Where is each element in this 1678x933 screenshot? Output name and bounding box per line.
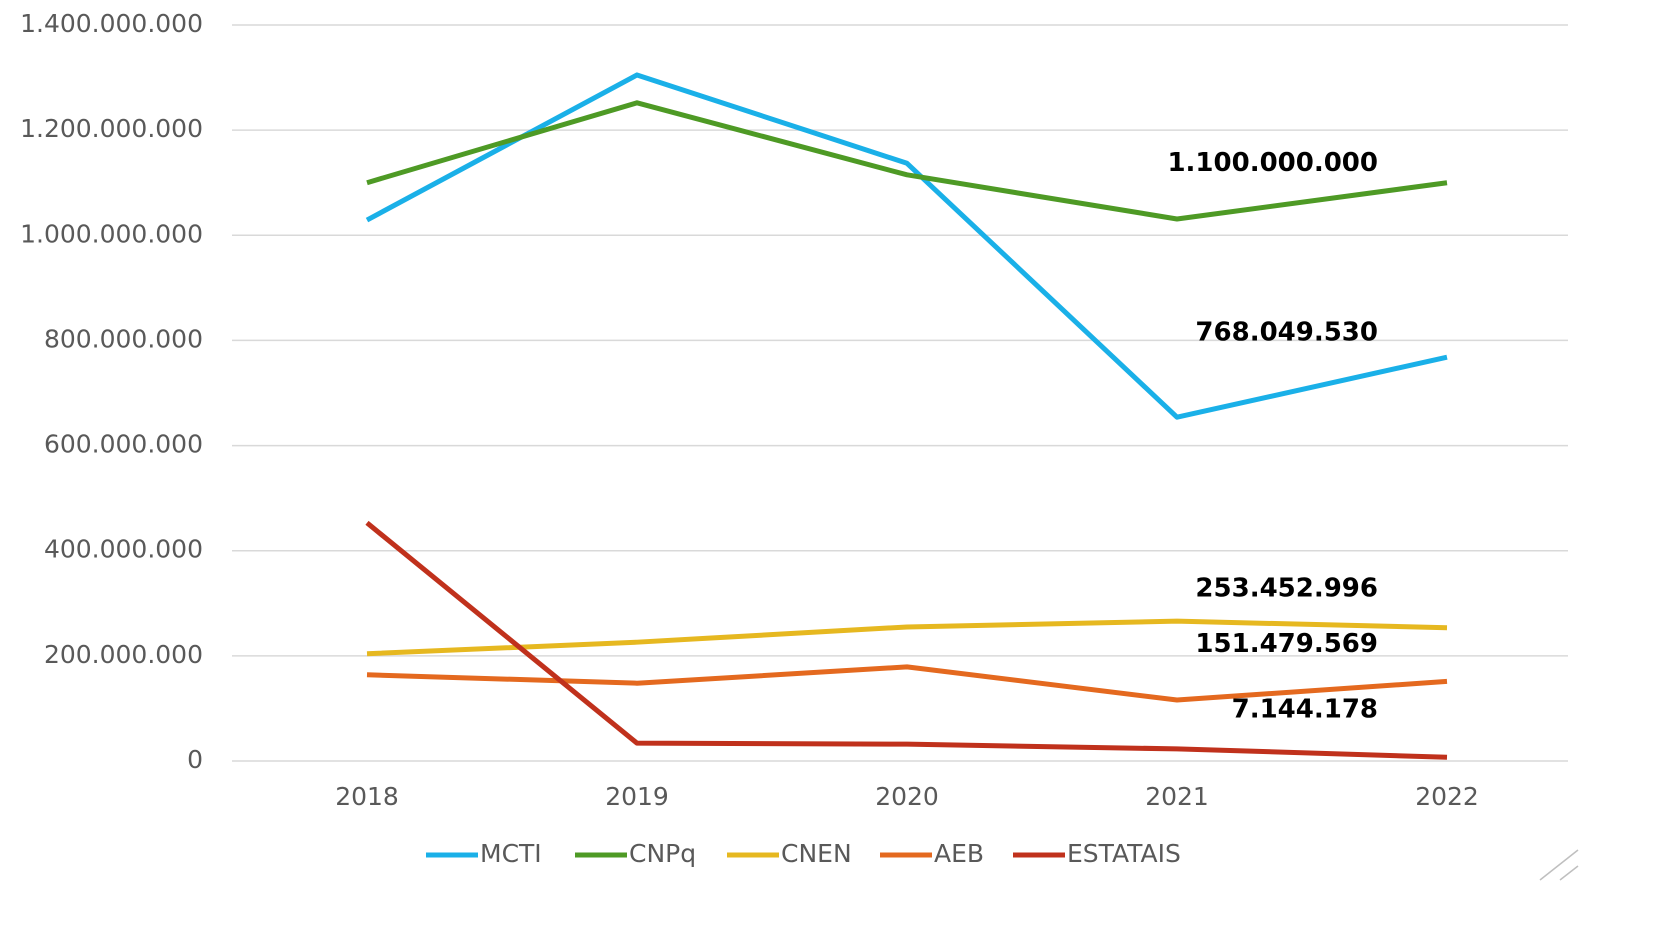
- legend-label: MCTI: [480, 839, 542, 868]
- x-tick-label: 2019: [605, 782, 669, 811]
- y-tick-label: 400.000.000: [44, 535, 203, 564]
- legend-label: ESTATAIS: [1067, 839, 1181, 868]
- series-line: [365, 72, 1448, 420]
- corner-decoration: [1539, 849, 1579, 881]
- y-tick-label: 0: [187, 745, 203, 774]
- x-tick-label: 2020: [875, 782, 939, 811]
- y-tick-label: 1.200.000.000: [20, 114, 203, 143]
- y-tick-label: 800.000.000: [44, 324, 203, 353]
- data-label: 7.144.178: [1232, 695, 1378, 725]
- legend-label: CNEN: [781, 839, 852, 868]
- corner-decoration: [1559, 865, 1579, 881]
- legend-label: AEB: [934, 839, 984, 868]
- data-label: 151.479.569: [1195, 629, 1378, 659]
- x-tick-label: 2021: [1145, 782, 1209, 811]
- y-tick-label: 200.000.000: [44, 640, 203, 669]
- data-label: 1.100.000.000: [1167, 148, 1378, 178]
- data-label: 253.452.996: [1195, 573, 1378, 603]
- x-tick-label: 2018: [335, 782, 399, 811]
- series-line: [366, 618, 1448, 657]
- x-tick-label: 2022: [1415, 782, 1479, 811]
- legend-label: CNPq: [629, 839, 696, 868]
- series-line: [366, 100, 1448, 222]
- data-label: 768.049.530: [1195, 318, 1378, 348]
- y-tick-label: 600.000.000: [44, 430, 203, 459]
- series-line: [365, 520, 1448, 760]
- series-line: [366, 664, 1448, 703]
- y-tick-label: 1.400.000.000: [20, 9, 203, 38]
- y-tick-label: 1.000.000.000: [20, 219, 203, 248]
